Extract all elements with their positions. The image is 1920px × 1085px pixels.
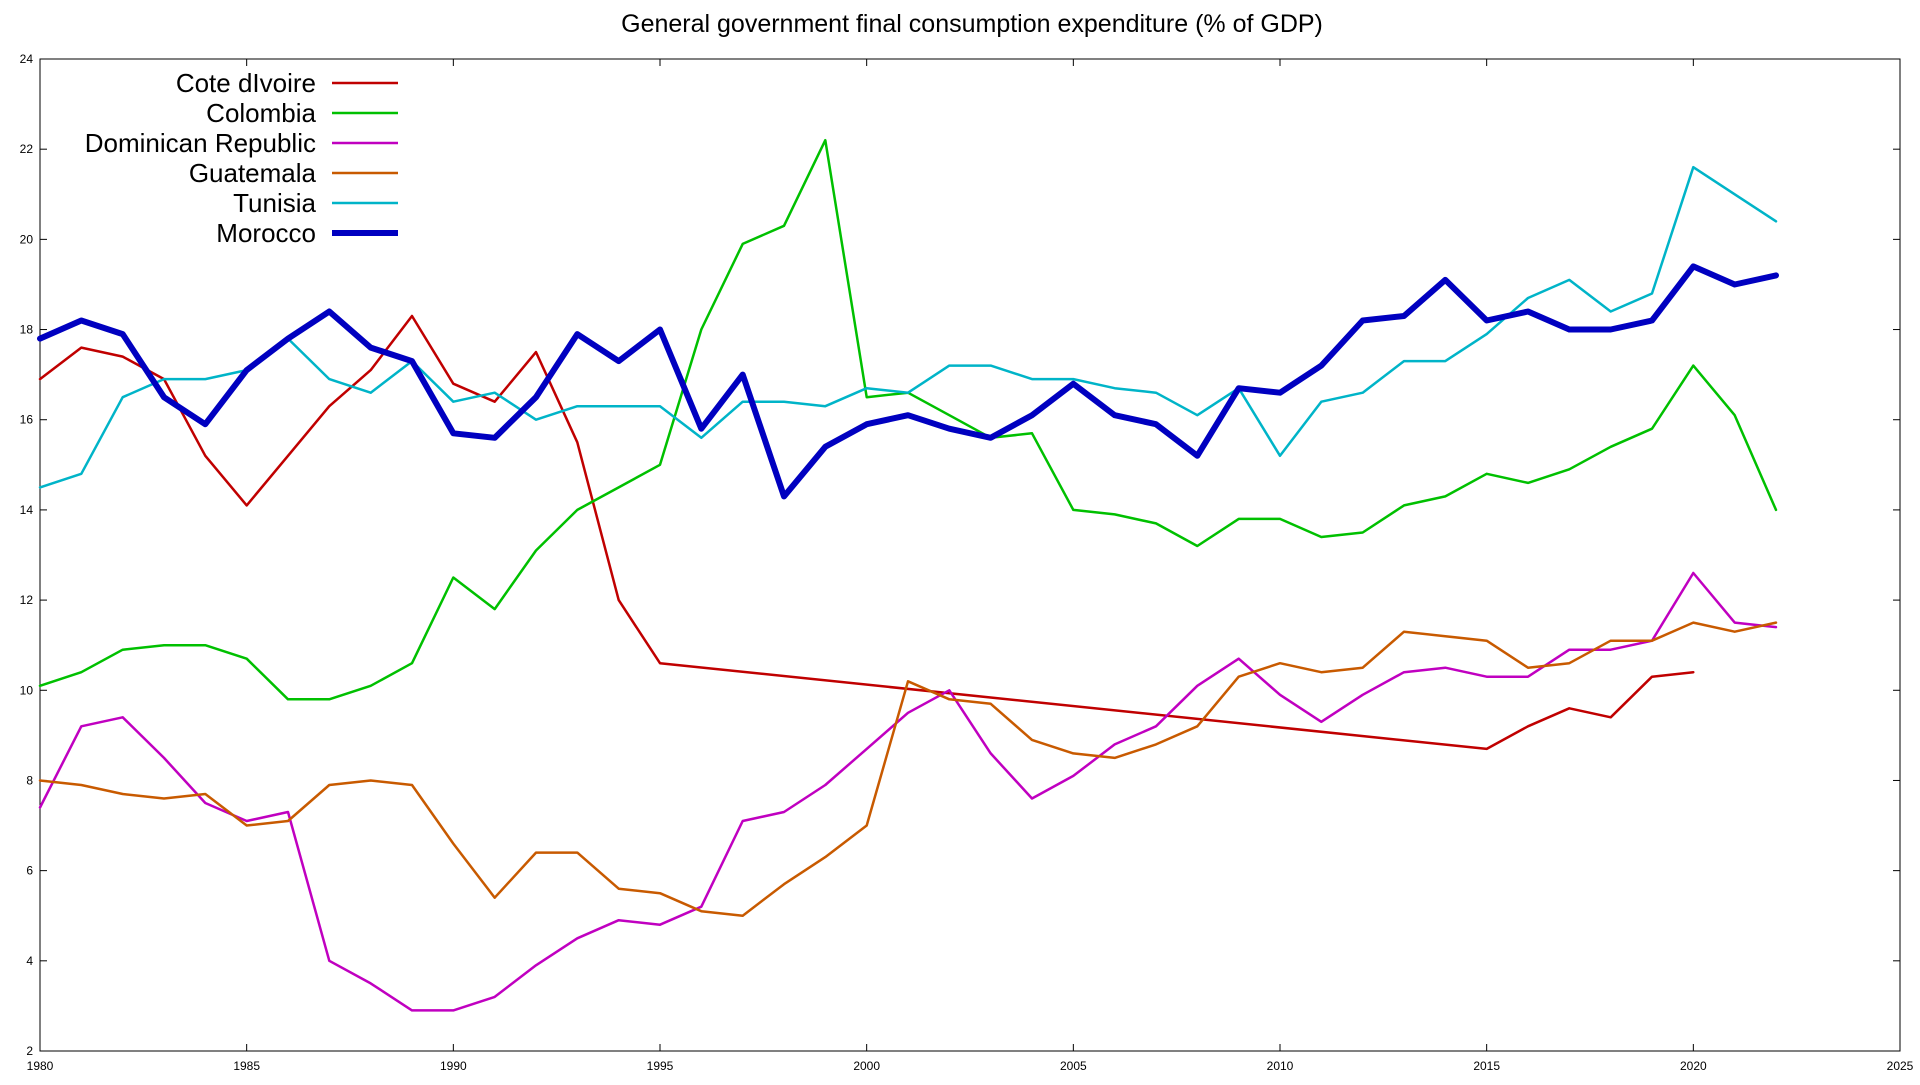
y-tick-label: 12 (20, 593, 34, 607)
legend-label-guatemala: Guatemala (189, 158, 317, 188)
series-line-morocco (37, 263, 1779, 500)
legend-label-morocco: Morocco (216, 218, 316, 248)
y-tick-label: 10 (20, 683, 34, 697)
series-line-cote-divoire (38, 314, 1695, 751)
x-tick-label: 2025 (1887, 1059, 1914, 1073)
legend-label-cote-divoire: Cote dIvoire (176, 68, 316, 98)
x-tick-label: 2010 (1267, 1059, 1294, 1073)
legend-label-colombia: Colombia (206, 98, 316, 128)
y-tick-label: 22 (20, 142, 34, 156)
x-tick-label: 2000 (853, 1059, 880, 1073)
axis-ticks: 1980 1985 1990 1995 2000 2005 2010 2015 2020 2025… (20, 52, 1914, 1073)
y-tick-label: 16 (20, 413, 34, 427)
x-tick-label: 1980 (27, 1059, 54, 1073)
x-tick-label: 2005 (1060, 1059, 1087, 1073)
chart-title: General government final consumption exp… (621, 10, 1323, 38)
y-tick-label: 2 (26, 1044, 33, 1058)
legend-label-tunisia: Tunisia (233, 188, 316, 218)
y-tick-label: 6 (26, 864, 33, 878)
series-line-guatemala (38, 621, 1778, 917)
x-tick-label: 1995 (647, 1059, 674, 1073)
x-tick-label: 1985 (233, 1059, 260, 1073)
series-layer (37, 138, 1779, 1012)
y-tick-label: 8 (26, 773, 33, 787)
plot-frame (39, 58, 1901, 1052)
legend-label-dominican-republic: Dominican Republic (85, 128, 316, 158)
y-tick-label: 20 (20, 232, 34, 246)
y-tick-label: 4 (26, 954, 33, 968)
y-tick-label: 24 (20, 52, 34, 66)
y-tick-label: 14 (20, 503, 34, 517)
y-tick-label: 18 (20, 323, 34, 337)
x-tick-label: 2015 (1473, 1059, 1500, 1073)
series-line-dominican-republic (38, 571, 1778, 1012)
x-tick-label: 2020 (1680, 1059, 1707, 1073)
x-tick-label: 1990 (440, 1059, 467, 1073)
series-line-tunisia (38, 165, 1778, 489)
